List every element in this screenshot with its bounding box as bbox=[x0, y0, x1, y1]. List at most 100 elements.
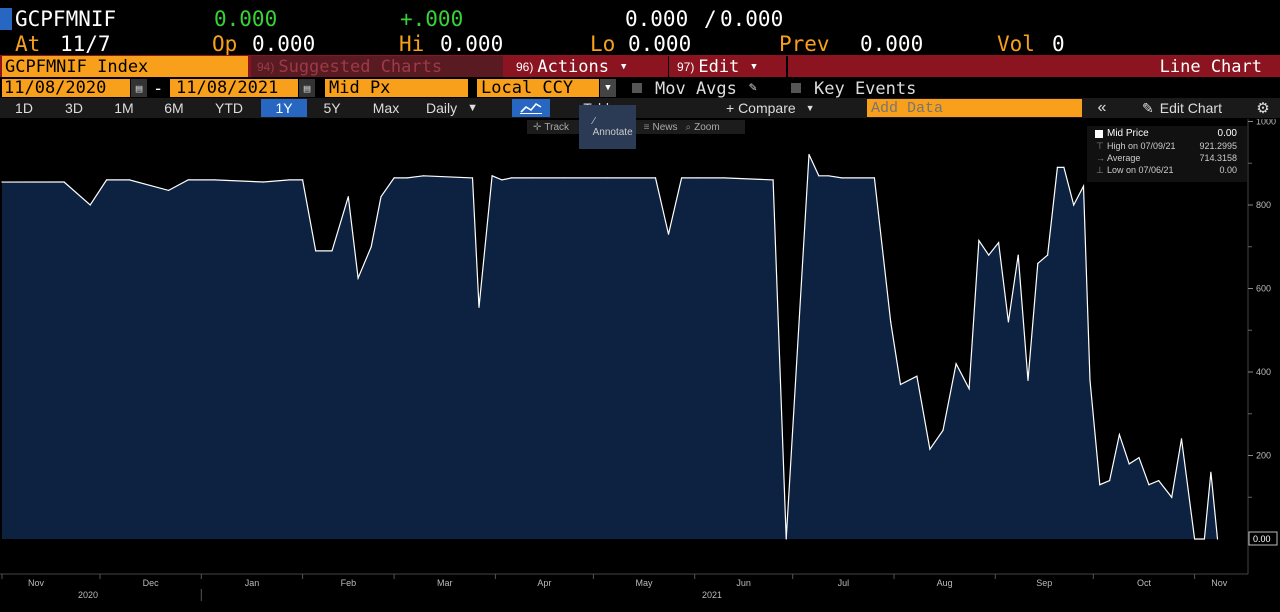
data-point bbox=[478, 306, 480, 308]
chart-legend[interactable]: Mid Price 0.00 ⊤ High on 07/09/21 921.29… bbox=[1087, 126, 1247, 182]
key-events-checkbox[interactable] bbox=[791, 83, 801, 93]
chevron-down-icon: ▼ bbox=[805, 103, 815, 113]
x-month-label: Sep bbox=[1036, 578, 1052, 588]
frequency-select[interactable]: Daily ▼ bbox=[418, 99, 504, 117]
bid-price: 0.000 bbox=[625, 7, 689, 31]
line-chart-toggle[interactable] bbox=[512, 99, 550, 117]
x-month-label: Jun bbox=[736, 578, 751, 588]
data-point bbox=[968, 388, 970, 390]
data-point bbox=[681, 177, 683, 179]
legend-series-value: 0.00 bbox=[1217, 128, 1237, 139]
edit-number: 97) bbox=[677, 59, 695, 74]
compare-button[interactable]: + Compare ▼ bbox=[718, 99, 848, 117]
period-ytd[interactable]: YTD bbox=[215, 100, 243, 116]
pencil-icon[interactable]: ✎ bbox=[749, 80, 757, 95]
pencil-icon: ✎ bbox=[1142, 99, 1154, 116]
data-point bbox=[955, 363, 957, 365]
y-tick-label: 400 bbox=[1256, 367, 1271, 377]
data-point bbox=[785, 538, 787, 540]
actions-menu[interactable]: 96) Actions ▼ bbox=[508, 56, 665, 77]
edit-chart-button[interactable]: ✎ Edit Chart bbox=[1120, 99, 1244, 117]
period-5y[interactable]: 5Y bbox=[323, 100, 341, 116]
period-1y[interactable]: 1Y bbox=[261, 99, 307, 117]
data-point bbox=[1158, 480, 1160, 482]
data-point bbox=[1148, 484, 1150, 486]
legend-series-row: Mid Price 0.00 bbox=[1087, 128, 1237, 140]
mov-avgs-checkbox[interactable] bbox=[632, 83, 642, 93]
data-point bbox=[1027, 379, 1029, 381]
data-point bbox=[978, 239, 980, 242]
period-1m[interactable]: 1M bbox=[114, 100, 134, 116]
news-icon[interactable]: ≡ bbox=[643, 121, 650, 133]
chart-panel[interactable]: 200 400 600 800 1000 0.00 Nov Dec Jan Feb Mar Apr Ma… bbox=[0, 119, 1280, 607]
data-point bbox=[262, 181, 264, 183]
data-point bbox=[471, 177, 474, 179]
end-date-field[interactable]: 11/08/2021 bbox=[170, 78, 298, 98]
x-month-label: Feb bbox=[341, 578, 357, 588]
start-date-field[interactable]: 11/08/2020 bbox=[2, 78, 130, 98]
track-button[interactable]: Track bbox=[544, 121, 570, 133]
average-marker-icon: → bbox=[1096, 153, 1105, 163]
zoom-button[interactable]: Zoom bbox=[694, 121, 720, 133]
zoom-icon[interactable]: ⌕ bbox=[685, 121, 692, 133]
chevron-down-icon: ▼ bbox=[751, 61, 757, 72]
period-6m[interactable]: 6M bbox=[164, 100, 184, 116]
high-value: 0.000 bbox=[440, 32, 504, 56]
data-point bbox=[1118, 434, 1120, 436]
period-max[interactable]: Max bbox=[372, 100, 400, 116]
data-point bbox=[213, 179, 215, 181]
suggested-charts-number: 94) bbox=[257, 59, 275, 74]
legend-average-value: 714.3158 bbox=[1199, 153, 1237, 163]
data-point bbox=[357, 277, 359, 279]
crosshair-icon[interactable]: ✛ bbox=[533, 121, 542, 133]
calendar-icon[interactable]: ▤ bbox=[299, 79, 315, 97]
security-field[interactable]: GCPFMNIF Index bbox=[2, 56, 248, 77]
gear-icon[interactable]: ⚙ bbox=[1256, 100, 1270, 117]
currency-dropdown-button[interactable]: ▼ bbox=[600, 79, 616, 97]
price-field-select[interactable]: Mid Px bbox=[325, 78, 468, 98]
suggested-charts-button[interactable]: 94) Suggested Charts bbox=[251, 56, 503, 77]
period-3d[interactable]: 3D bbox=[65, 100, 83, 116]
data-point bbox=[491, 175, 493, 177]
y-tick-label: 1000 bbox=[1256, 119, 1276, 127]
data-point bbox=[128, 179, 130, 181]
volume-label: Vol bbox=[997, 32, 1035, 56]
data-point bbox=[1194, 538, 1196, 540]
data-point bbox=[563, 177, 565, 179]
low-label: Lo bbox=[590, 32, 616, 56]
high-marker-icon: ⊤ bbox=[1096, 141, 1104, 151]
data-point bbox=[1037, 262, 1039, 264]
data-point bbox=[654, 177, 657, 179]
key-events-label[interactable]: Key Events bbox=[814, 79, 917, 99]
add-data-input[interactable] bbox=[867, 99, 1082, 117]
chevron-down-icon: ▼ bbox=[621, 61, 627, 72]
period-1d[interactable]: 1D bbox=[15, 100, 33, 116]
at-value: 11/7 bbox=[60, 32, 111, 56]
legend-high-row: ⊤ High on 07/09/21 921.2995 bbox=[1087, 141, 1237, 153]
data-point bbox=[168, 189, 170, 191]
data-point bbox=[422, 175, 425, 177]
legend-average-row: → Average 714.3158 bbox=[1087, 153, 1237, 165]
annotate-label: Annotate bbox=[592, 127, 633, 138]
data-point bbox=[406, 177, 408, 179]
data-point bbox=[370, 246, 372, 248]
edit-menu[interactable]: 97) Edit ▼ bbox=[668, 56, 785, 77]
x-year-label: 2020 bbox=[78, 590, 98, 600]
data-point bbox=[772, 179, 774, 181]
chart-type-title: Line Chart bbox=[1159, 57, 1262, 77]
data-point bbox=[667, 233, 670, 235]
annotate-button[interactable]: ⁄ Annotate bbox=[579, 105, 636, 149]
calendar-icon[interactable]: ▤ bbox=[131, 79, 147, 97]
x-month-label: Dec bbox=[143, 578, 160, 588]
news-button[interactable]: News bbox=[652, 121, 678, 133]
data-point bbox=[106, 179, 108, 181]
data-point bbox=[1047, 254, 1049, 256]
y-tick-label: 600 bbox=[1256, 284, 1271, 294]
data-point bbox=[1063, 166, 1065, 168]
price-chart[interactable]: 200 400 600 800 1000 0.00 Nov Dec Jan Feb Mar Apr Ma… bbox=[0, 119, 1280, 607]
x-month-label: May bbox=[636, 578, 654, 588]
currency-select[interactable]: Local CCY bbox=[477, 78, 599, 98]
mov-avgs-label[interactable]: Mov Avgs bbox=[655, 79, 737, 99]
current-value-label: 0.00 bbox=[1253, 534, 1271, 544]
collapse-button[interactable]: « bbox=[1097, 99, 1107, 116]
